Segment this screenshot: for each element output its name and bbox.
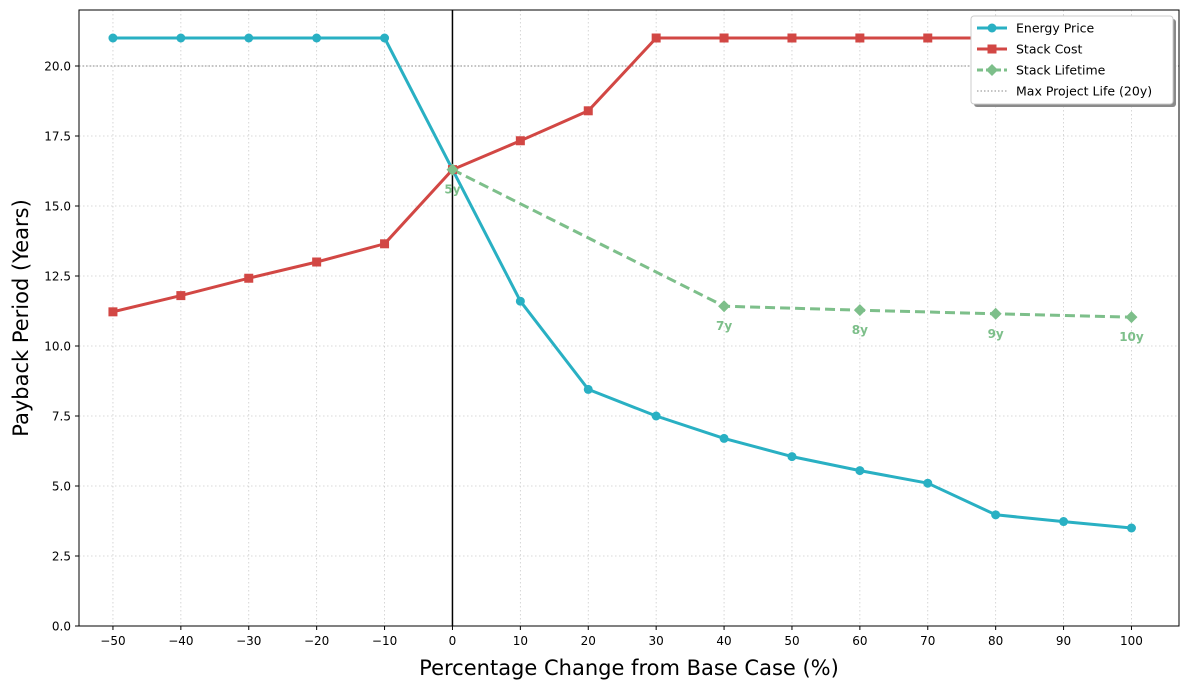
y-tick-label: 5.0 xyxy=(52,480,71,494)
data-label-stack-lifetime: 7y xyxy=(716,319,732,333)
data-point-stack-cost xyxy=(855,33,865,43)
data-point-stack-lifetime xyxy=(1125,311,1138,324)
data-point-energy-price xyxy=(583,384,593,394)
x-tick-label: −50 xyxy=(100,634,125,648)
data-label-stack-lifetime: 8y xyxy=(852,323,868,337)
data-point-stack-lifetime xyxy=(989,307,1002,320)
x-tick-label: 100 xyxy=(1120,634,1143,648)
plot-frame xyxy=(78,9,1180,627)
data-point-energy-price xyxy=(1059,517,1069,527)
data-label-stack-lifetime: 9y xyxy=(988,327,1004,341)
y-tick-label: 10.0 xyxy=(44,340,71,354)
y-tick-label: 2.5 xyxy=(52,550,71,564)
x-tick-label: 0 xyxy=(449,634,457,648)
x-tick-label: −10 xyxy=(372,634,397,648)
data-point-stack-cost xyxy=(176,291,186,301)
legend-marker-stack-lifetime xyxy=(986,64,998,76)
data-point-energy-price xyxy=(515,296,525,306)
legend-box xyxy=(970,15,1174,105)
x-tick-label: 40 xyxy=(716,634,731,648)
data-point-energy-price xyxy=(991,510,1001,520)
y-axis-label: Payback Period (Years) xyxy=(9,199,33,437)
data-point-stack-lifetime xyxy=(853,304,866,317)
data-point-stack-cost xyxy=(583,106,593,116)
data-point-stack-cost xyxy=(923,33,933,43)
y-tick-label: 0.0 xyxy=(52,620,71,634)
x-axis-label: Percentage Change from Base Case (%) xyxy=(419,656,839,680)
data-point-stack-cost xyxy=(312,257,322,267)
legend-marker-stack-cost xyxy=(987,44,997,54)
data-point-stack-cost xyxy=(244,273,254,283)
x-tick-label: 30 xyxy=(649,634,664,648)
data-point-stack-lifetime xyxy=(446,163,459,176)
x-tick-label: −40 xyxy=(168,634,193,648)
data-point-energy-price xyxy=(1126,523,1136,533)
data-point-energy-price xyxy=(176,33,186,43)
data-point-energy-price xyxy=(312,33,322,43)
series-line-energy-price xyxy=(113,36,1132,530)
x-tick-label: 50 xyxy=(784,634,799,648)
x-tick-label: 70 xyxy=(920,634,935,648)
data-point-stack-lifetime xyxy=(718,300,731,313)
x-tick-label: −30 xyxy=(236,634,261,648)
data-point-stack-cost xyxy=(380,239,390,249)
legend-label-stack-cost: Stack Cost xyxy=(1016,42,1082,57)
x-tick-label: 60 xyxy=(852,634,867,648)
data-point-energy-price xyxy=(719,433,729,443)
y-tick-label: 7.5 xyxy=(52,410,71,424)
x-tick-label: 20 xyxy=(581,634,596,648)
series-line-stack-cost xyxy=(112,36,1132,314)
data-point-stack-cost xyxy=(651,33,661,43)
legend-label-energy-price: Energy Price xyxy=(1016,21,1095,36)
data-point-stack-cost xyxy=(787,33,797,43)
data-point-stack-cost xyxy=(108,307,118,317)
data-label-stack-lifetime: 5y xyxy=(444,183,460,197)
data-point-stack-cost xyxy=(719,33,729,43)
data-point-energy-price xyxy=(855,466,865,476)
data-point-energy-price xyxy=(651,411,661,421)
x-tick-label: 90 xyxy=(1056,634,1071,648)
y-tick-label: 17.5 xyxy=(44,130,71,144)
data-point-energy-price xyxy=(380,33,390,43)
data-point-energy-price xyxy=(108,33,118,43)
data-point-stack-cost xyxy=(515,136,525,146)
y-tick-label: 20.0 xyxy=(44,60,71,74)
x-tick-label: 80 xyxy=(988,634,1003,648)
data-point-energy-price xyxy=(923,478,933,488)
x-tick-label: 10 xyxy=(513,634,528,648)
y-tick-label: 15.0 xyxy=(44,200,71,214)
legend-marker-energy-price xyxy=(987,23,997,33)
data-point-energy-price xyxy=(787,452,797,462)
legend-label-stack-lifetime: Stack Lifetime xyxy=(1016,63,1106,78)
y-tick-label: 12.5 xyxy=(44,270,71,284)
legend-label-max-project-life: Max Project Life (20y) xyxy=(1016,84,1152,99)
x-tick-label: −20 xyxy=(304,634,329,648)
data-point-energy-price xyxy=(244,33,254,43)
data-label-stack-lifetime: 10y xyxy=(1119,330,1144,344)
